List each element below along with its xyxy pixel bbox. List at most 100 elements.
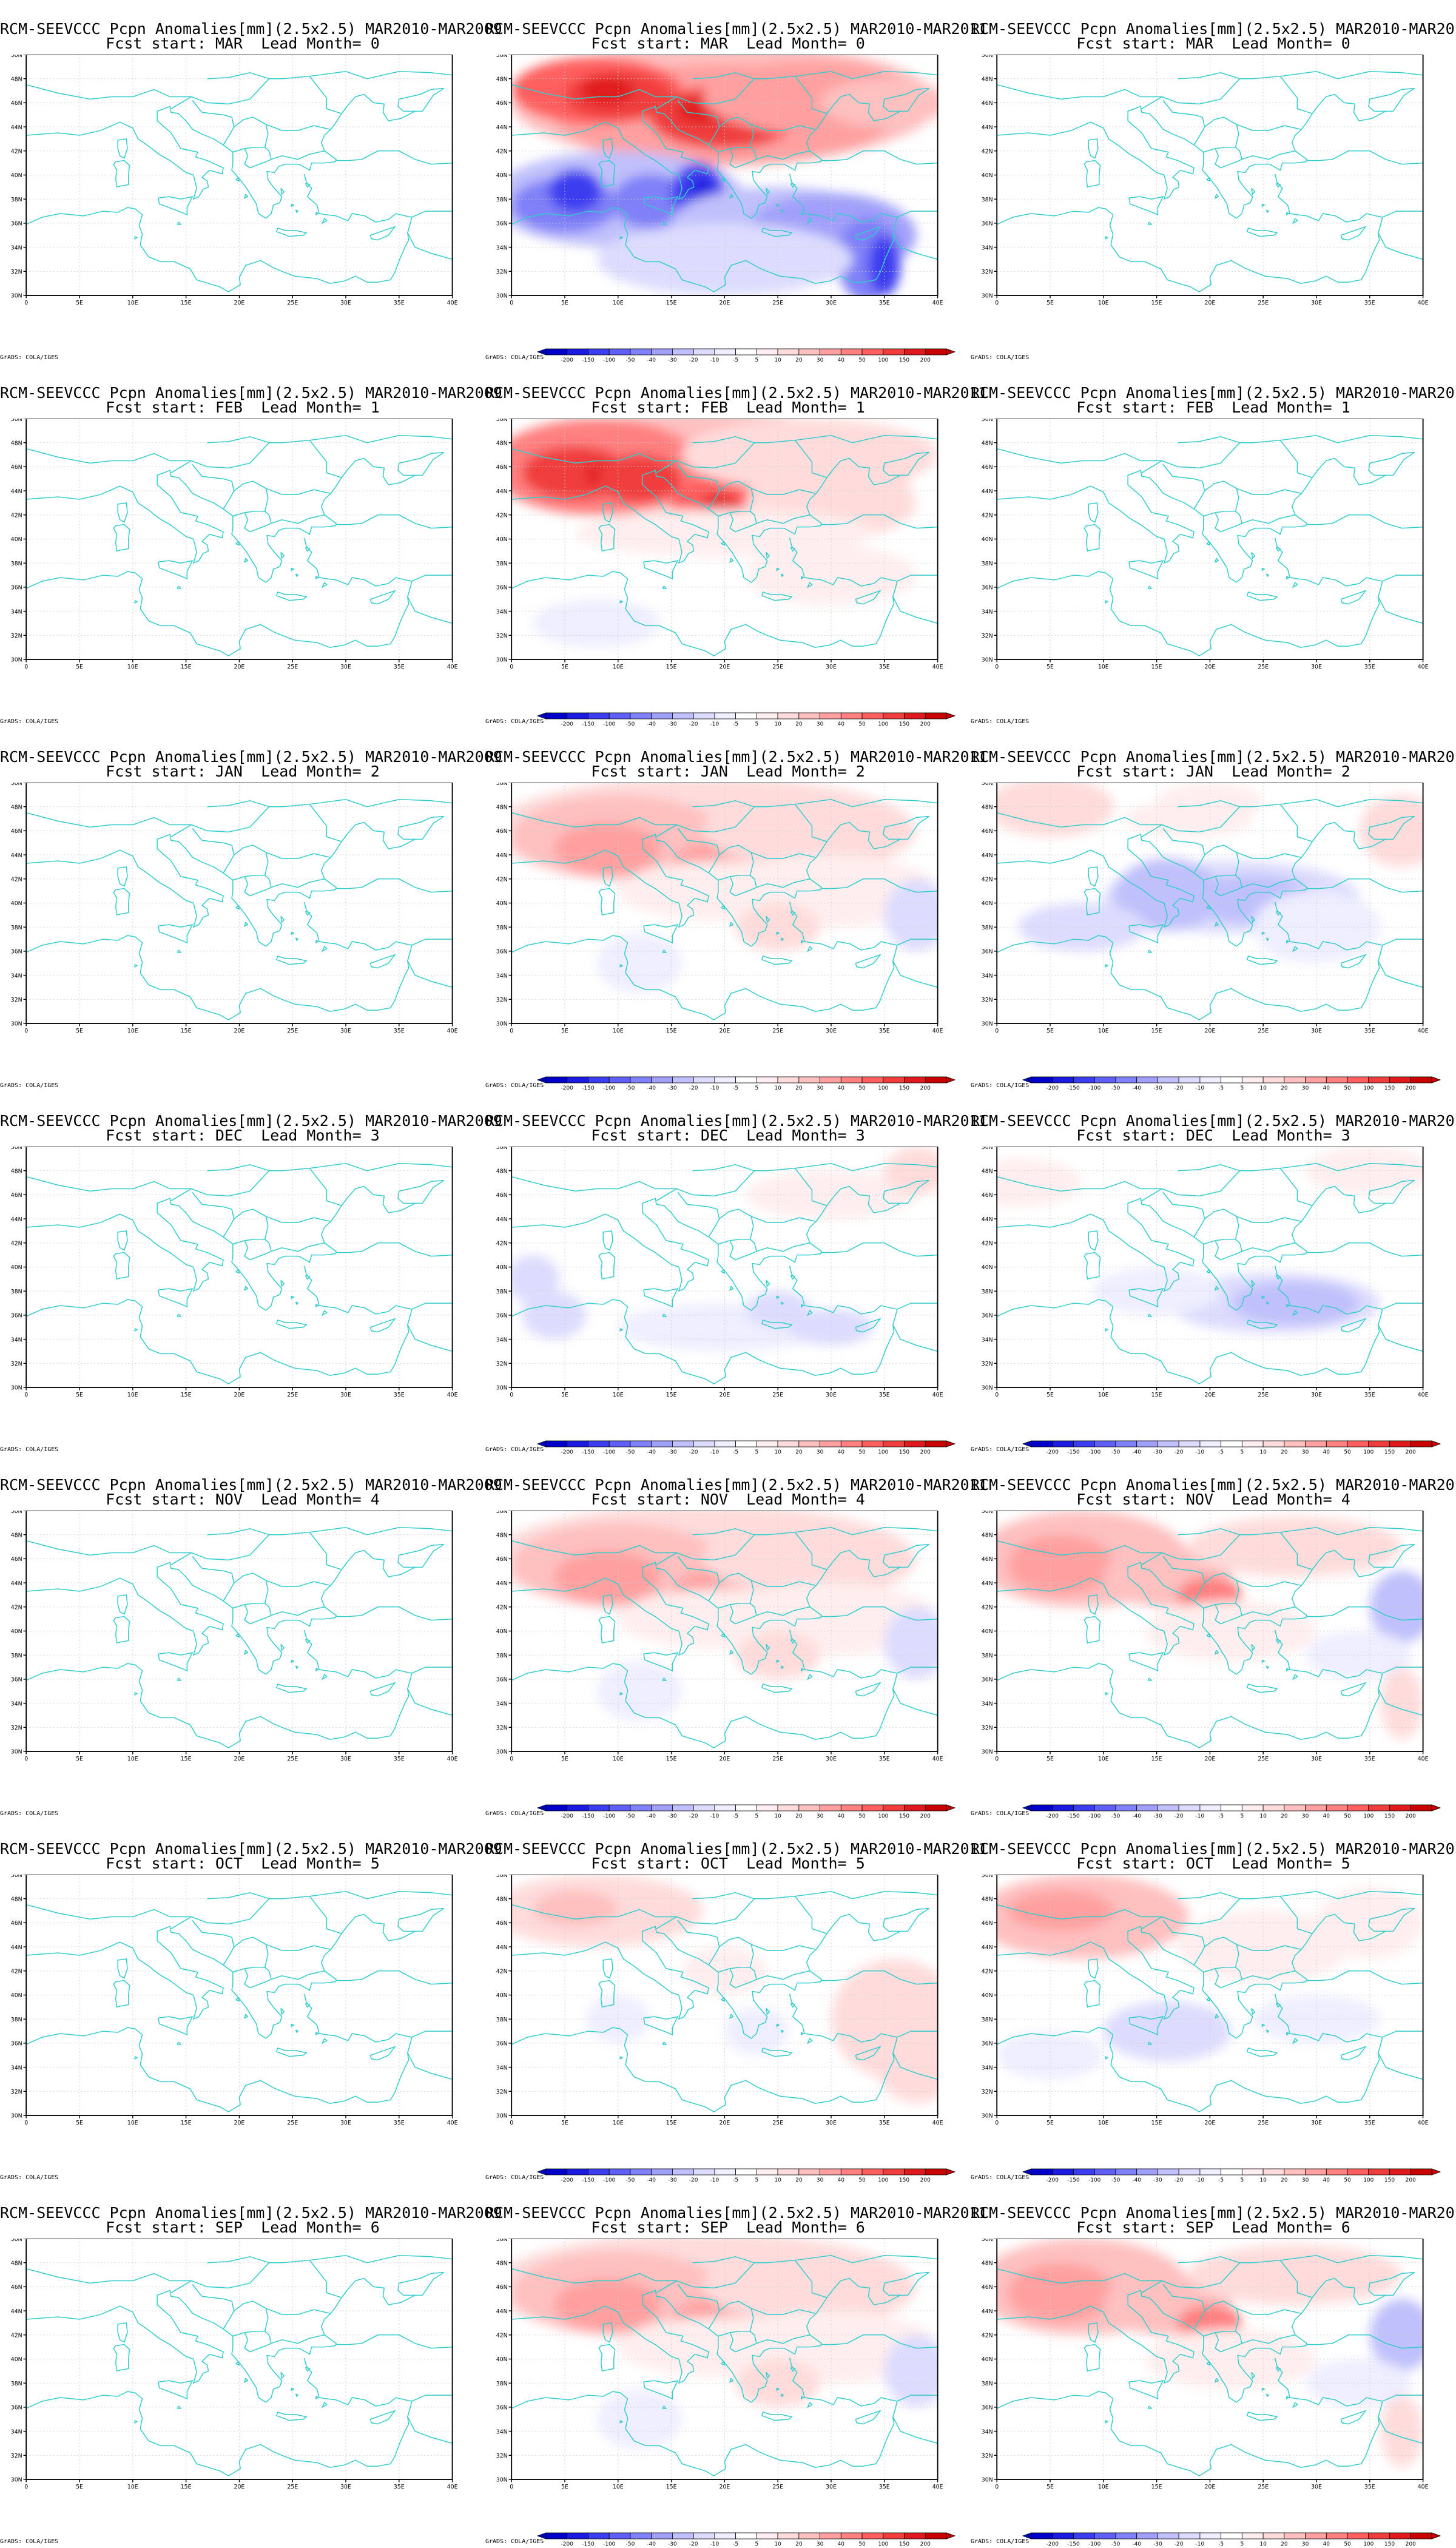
coastline (1203, 875, 1296, 897)
lat-tick-label: 48N (496, 1896, 508, 1903)
lat-tick-label: 34N (496, 608, 508, 615)
lon-tick-label: 40E (447, 1392, 458, 1398)
panel-title: RCM-SEEVCCC Pcpn Anomalies[mm](2.5x2.5) … (0, 1840, 502, 1858)
colorbar-swatch (1073, 1440, 1095, 1448)
lat-tick-label: 50N (11, 2239, 22, 2243)
coastline (1292, 1310, 1298, 1316)
coastline (305, 1275, 311, 1280)
colorbar-swatch (1305, 2168, 1327, 2176)
colorbar-swatch (1136, 2168, 1158, 2176)
colorbar-label: 20 (795, 1085, 803, 1091)
colorbar-label: 150 (1384, 2177, 1395, 2183)
colorbar-label: 50 (1344, 1085, 1351, 1091)
coastline (662, 1677, 667, 1681)
colorbar-label: 150 (1384, 1813, 1395, 1819)
lat-tick-label: 50N (496, 419, 508, 423)
lon-tick-label: 30E (1311, 2120, 1322, 2126)
colorbar-label: 100 (1363, 2177, 1373, 2183)
lat-tick-label: 40N (982, 900, 993, 907)
coastline (598, 524, 616, 552)
colorbar-label: -200 (561, 357, 574, 363)
lon-tick-label: 30E (826, 1392, 837, 1398)
lon-tick-label: 0 (24, 1392, 28, 1398)
coastline (780, 573, 784, 578)
coastline (1275, 1639, 1281, 1644)
lat-tick-label: 36N (11, 1313, 22, 1320)
coastline (643, 560, 679, 580)
coastline (996, 538, 1383, 656)
coastline (411, 939, 453, 946)
colorbar: -200 -150 -100 -50 -40 -30 -20 -10 -5 5 10 20 30 40 50… (1022, 1076, 1441, 1091)
coastline (113, 1980, 130, 2008)
lat-tick-label: 40N (11, 536, 22, 543)
lat-tick-label: 30N (11, 2477, 22, 2484)
coastline (1088, 2322, 1099, 2343)
coastline (1280, 2254, 1423, 2263)
colorbar-swatch (1347, 1076, 1369, 1084)
lon-tick-label: 35E (394, 2120, 405, 2126)
lat-tick-label: 36N (982, 949, 993, 956)
lon-tick-label: 30E (340, 1756, 351, 1762)
lat-tick-label: 32N (496, 1725, 508, 1731)
colorbar-swatch (904, 1076, 926, 1084)
colorbar-swatch (1262, 1076, 1285, 1084)
lon-tick-label: 25E (772, 1392, 783, 1398)
coastline (207, 1892, 269, 1899)
colorbar-arrow-low (1022, 2532, 1032, 2540)
colorbar-label: 20 (795, 2177, 803, 2183)
coastline (1205, 905, 1211, 910)
coastline (598, 1616, 616, 1644)
coastline (134, 1328, 138, 1332)
coastline (177, 2041, 182, 2045)
colorbar-label: 50 (858, 2177, 866, 2183)
colorbar-label: 10 (1259, 1449, 1267, 1455)
coastline (1105, 1692, 1109, 1696)
lon-tick-label: 0 (24, 2120, 28, 2126)
coastline (997, 2271, 1415, 2403)
colorbar-swatch (1199, 1804, 1222, 1812)
coastline (1340, 954, 1367, 969)
colorbar-swatch (1262, 2168, 1285, 2176)
lat-tick-label: 34N (11, 2428, 22, 2435)
coastline (291, 2387, 295, 2391)
coastline (1275, 911, 1281, 916)
coastline (1286, 212, 1290, 216)
coastline (280, 2007, 285, 2015)
colorbar-swatch (1241, 1440, 1264, 1448)
colorbar-swatch (1262, 2532, 1285, 2540)
coastline (1280, 798, 1423, 807)
lon-tick-label: 35E (879, 664, 890, 670)
colorbar-label: 50 (858, 1813, 866, 1819)
colorbar-label: -200 (561, 721, 574, 727)
anomaly-area (1369, 1571, 1423, 1643)
lat-tick-label: 34N (11, 1336, 22, 1343)
coastline (643, 1652, 679, 1672)
coastline (806, 2402, 813, 2408)
colorbar-label: 20 (795, 2541, 803, 2547)
lat-tick-label: 44N (982, 1580, 993, 1587)
anomaly-area (746, 1291, 810, 1327)
colorbar-swatch (735, 2532, 757, 2540)
colorbar-label: 5 (755, 1813, 759, 1819)
panel-title: RCM-SEEVCCC Pcpn Anomalies[mm](2.5x2.5) … (0, 1112, 502, 1130)
lon-tick-label: 35E (394, 300, 405, 306)
colorbar-label: -10 (1196, 2177, 1205, 2183)
lat-tick-label: 30N (982, 1021, 993, 1028)
colorbar-swatch (861, 1076, 884, 1084)
lat-tick-label: 48N (11, 804, 22, 811)
coastline (1236, 124, 1301, 131)
coastline (821, 1970, 938, 1985)
lat-tick-label: 34N (496, 972, 508, 979)
colorbar-swatch (820, 1804, 841, 1812)
lon-tick-label: 15E (1151, 1028, 1162, 1034)
coastline (111, 1545, 192, 1554)
lon-tick-label: 20E (720, 664, 730, 670)
coastline (761, 1320, 793, 1329)
coastline (321, 218, 328, 224)
colorbar-label: -200 (561, 1085, 574, 1091)
coastline (1147, 1313, 1153, 1317)
lon-tick-label: 25E (772, 1756, 783, 1762)
lon-tick-label: 35E (1364, 300, 1375, 306)
lat-tick-label: 36N (11, 949, 22, 956)
coastline (315, 940, 319, 944)
